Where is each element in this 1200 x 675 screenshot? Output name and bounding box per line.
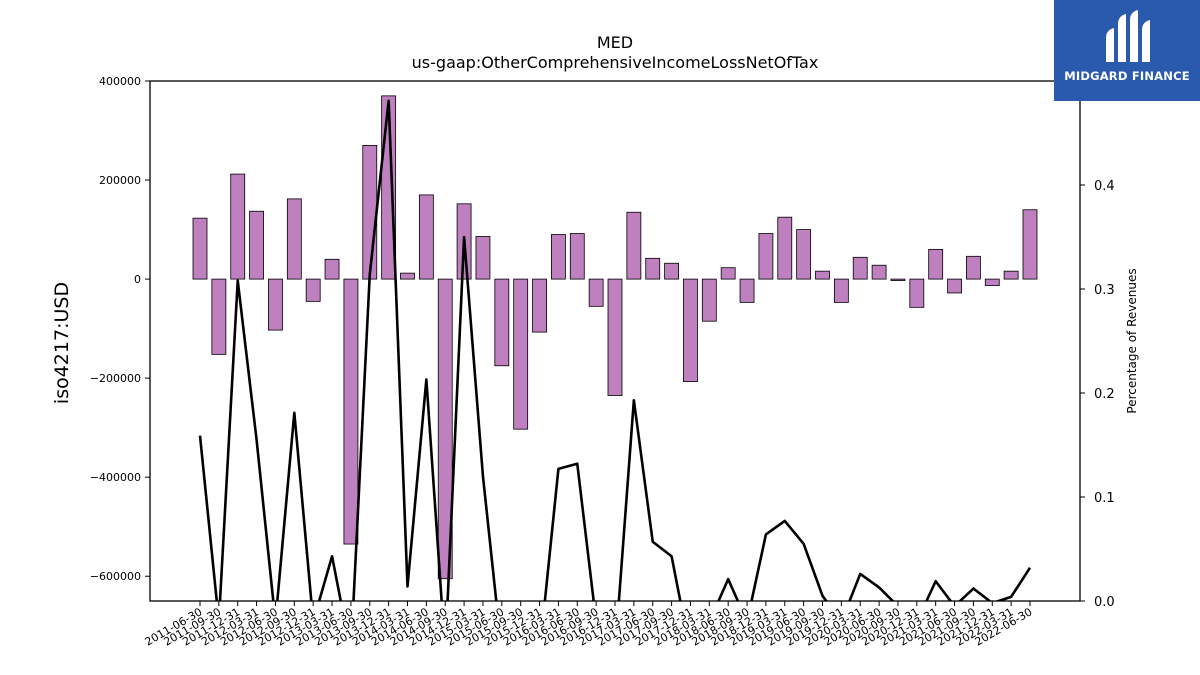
bar [305, 278, 321, 302]
y-tick-label: −200000 [90, 372, 141, 385]
bar [1003, 270, 1019, 280]
bar [664, 262, 679, 280]
bar [739, 278, 755, 303]
revenue-pct-line [198, 99, 1032, 601]
left-axis: 400000 200000 0 −200000 −400000 −600000 [90, 75, 150, 583]
bar [833, 278, 849, 303]
x-axis: 2011-06-302011-09-302011-12-312012-03-31… [143, 601, 1035, 649]
bar [418, 194, 434, 280]
bar [626, 211, 642, 280]
bar [494, 278, 510, 367]
bar [758, 233, 774, 280]
bar [230, 173, 246, 280]
y2-tick-label: 0.2 [1094, 387, 1115, 402]
bar [324, 258, 340, 280]
bar [268, 278, 283, 331]
y2-tick-label: 0.3 [1094, 283, 1115, 298]
line-series [198, 99, 1032, 601]
y2-tick-label: 0.1 [1094, 491, 1115, 506]
bar [362, 144, 378, 280]
bar [720, 267, 736, 280]
bar [551, 234, 566, 280]
bar-series [192, 95, 1038, 580]
bar [532, 278, 547, 333]
bar [645, 257, 661, 280]
y-tick-label: −400000 [90, 471, 141, 484]
bar [607, 278, 623, 396]
bar [192, 217, 208, 280]
bar [909, 278, 925, 308]
bar [984, 278, 1000, 286]
logo-text: MIDGARD FINANCE [1064, 69, 1190, 83]
right-axis: 0.00.10.20.30.40.5 [1080, 75, 1115, 610]
y-tick-label: 0 [134, 273, 141, 286]
bar [683, 278, 698, 383]
brand-logo: MIDGARD FINANCE [1054, 0, 1200, 101]
bar [947, 278, 962, 294]
bar [966, 255, 981, 280]
bar [852, 256, 868, 280]
y-tick-label: 400000 [99, 75, 141, 88]
bar [475, 236, 491, 280]
chart-title: MED [596, 33, 634, 52]
bar [890, 278, 906, 281]
y-tick-label: 200000 [99, 174, 141, 187]
bar [286, 198, 302, 280]
bar [400, 272, 415, 280]
logo-mark-icon [1106, 10, 1150, 62]
bar [777, 216, 793, 280]
bar [796, 229, 812, 280]
y-axis-label: iso4217:USD [51, 281, 73, 405]
bar [588, 278, 604, 307]
bar [1022, 209, 1038, 280]
bar [815, 270, 830, 280]
bar [343, 278, 359, 545]
bar [513, 278, 529, 430]
bar [249, 210, 264, 280]
bar [928, 248, 944, 280]
y-tick-label: −600000 [90, 570, 141, 583]
y2-axis-label: Percentage of Revenues [1125, 268, 1139, 414]
y2-tick-label: 0.0 [1094, 595, 1115, 610]
bar [701, 278, 717, 322]
chart-subtitle: us-gaap:OtherComprehensiveIncomeLossNetO… [411, 53, 819, 72]
y2-tick-label: 0.4 [1094, 179, 1115, 194]
bar [437, 278, 453, 580]
bar [569, 233, 585, 280]
bar [211, 278, 227, 355]
bar [871, 264, 887, 280]
